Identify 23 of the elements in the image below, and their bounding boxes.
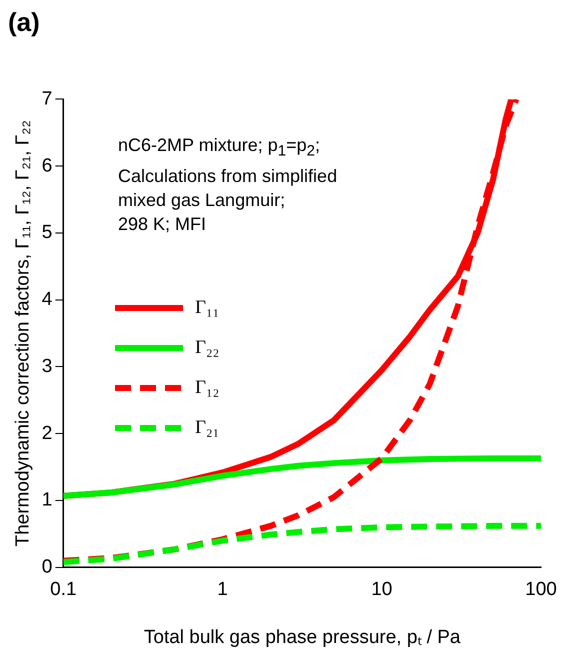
y-tick-label: 2 [42, 422, 52, 444]
x-tick-label: 10 [371, 579, 392, 600]
y-tick-label: 1 [42, 490, 52, 511]
x-tick-label: 1 [217, 579, 228, 600]
y-tick-label: 4 [42, 289, 53, 310]
legend-label: Γ₂₁ [195, 417, 220, 439]
annotation: nC6-2MP mixture; p$_{1}$=p$_{2}$; [118, 134, 321, 162]
y-tick-label: 3 [42, 356, 52, 377]
legend-label: Γ₁₂ [195, 377, 220, 399]
y-axis-title: Thermodynamic correction factors, Γ₁₁, Γ₁₂, Γ₂₁, Γ₂₂ [12, 120, 34, 547]
y-tick-label: 5 [42, 222, 52, 244]
legend-label: Γ₂₂ [195, 337, 220, 359]
x-tick-label: 0.1 [50, 579, 77, 600]
x-axis-title: Total bulk gas phase pressure, pₜ / Pa [144, 626, 461, 648]
y-tick-label: 6 [42, 155, 52, 176]
annotation: 298 K; MFI [118, 212, 208, 236]
y-tick-label: 7 [42, 88, 52, 110]
chart-title: (a) [8, 6, 40, 37]
y-tick-label: 0 [42, 556, 52, 578]
x-tick-label: 100 [525, 579, 557, 600]
annotation: Calculations from simplified [118, 164, 338, 188]
annotation: mixed gas Langmuir; [118, 188, 286, 212]
legend-label: Γ₁₁ [195, 297, 220, 319]
